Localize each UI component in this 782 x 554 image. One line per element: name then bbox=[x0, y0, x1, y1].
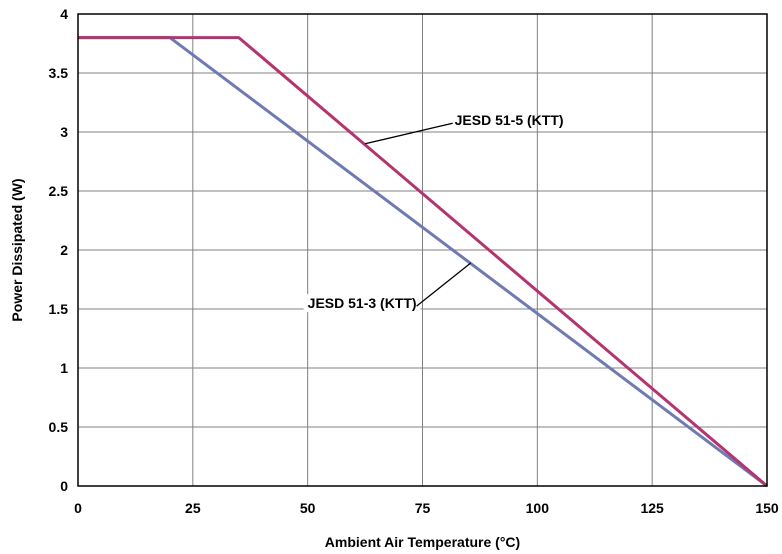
y-tick-label: 1 bbox=[60, 360, 68, 376]
y-tick-label: 2 bbox=[60, 242, 68, 258]
plot-area-frame bbox=[77, 13, 768, 487]
y-axis-ticks: 0 0.5 1 1.5 2 2.5 3 3.5 4 bbox=[49, 6, 69, 494]
x-tick-label: 125 bbox=[640, 500, 664, 516]
x-tick-label: 25 bbox=[185, 500, 201, 516]
y-tick-label: 4 bbox=[60, 6, 68, 22]
y-tick-label: 2.5 bbox=[49, 183, 69, 199]
series-annotation-1: JESD 51-5 (KTT) bbox=[455, 112, 564, 128]
y-tick-label: 3 bbox=[60, 124, 68, 140]
annotations: JESD 51-5 (KTT) JESD 51-3 (KTT) bbox=[303, 112, 564, 313]
grid bbox=[78, 14, 767, 486]
series-line-1 bbox=[78, 36, 768, 488]
y-tick-label: 0 bbox=[60, 478, 68, 494]
x-tick-label: 75 bbox=[415, 500, 431, 516]
x-tick-label: 100 bbox=[526, 500, 550, 516]
annotation-leader-line bbox=[416, 262, 472, 307]
x-tick-label: 0 bbox=[74, 500, 82, 516]
y-tick-label: 0.5 bbox=[49, 419, 69, 435]
annotation-background bbox=[303, 294, 421, 313]
x-axis-title: Ambient Air Temperature (°C) bbox=[325, 534, 520, 550]
y-tick-label: 1.5 bbox=[49, 301, 69, 317]
series-annotation-2: JESD 51-3 (KTT) bbox=[308, 295, 417, 311]
annotation-leader-line bbox=[364, 122, 453, 145]
series-layer bbox=[78, 36, 768, 488]
y-tick-label: 3.5 bbox=[49, 65, 69, 81]
x-axis-ticks: 0 25 50 75 100 125 150 bbox=[74, 500, 779, 516]
x-tick-label: 150 bbox=[755, 500, 779, 516]
x-tick-label: 50 bbox=[300, 500, 316, 516]
y-axis-title: Power Dissipated (W) bbox=[9, 178, 25, 321]
